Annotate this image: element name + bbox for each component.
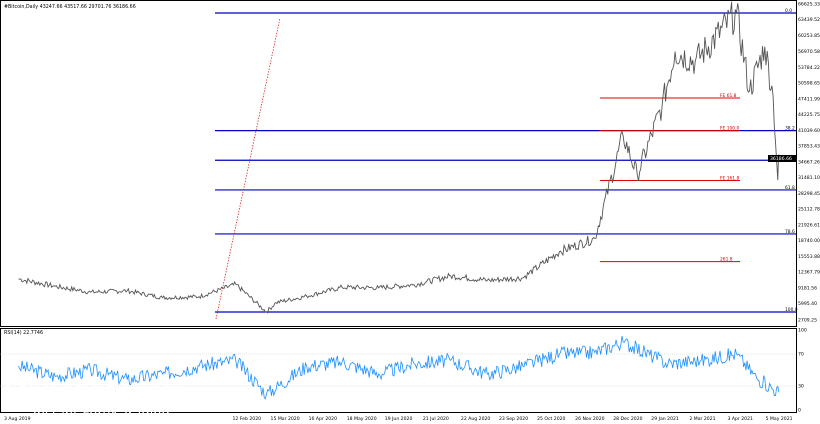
chart-header: #Bitcoin,Daily 43247.66 43517.66 29701.7… <box>4 4 136 10</box>
y-tick-label: 2709.25 <box>798 317 817 323</box>
y-tick-label: 50598.65 <box>798 81 820 87</box>
instaforex-logo-icon <box>4 380 28 404</box>
fib-extension-label: FE 100.0 <box>720 126 739 132</box>
x-tick-label: 25 Oct 2020 <box>537 416 565 422</box>
y-tick-label: 15553.88 <box>798 254 820 260</box>
x-tick-label: 29 Jan 2021 <box>651 416 679 422</box>
dotted-trend-line <box>215 17 281 320</box>
x-tick-label: 16 Apr 2020 <box>309 416 337 422</box>
y-tick-label: 31481.10 <box>798 175 820 181</box>
x-tick-label: 19 Jun 2020 <box>385 416 413 422</box>
y-tick-label: 41039.60 <box>798 128 820 134</box>
x-tick-label: 18 May 2020 <box>347 416 377 422</box>
y-tick-label: 63439.52 <box>798 17 820 23</box>
main-y-axis: 66625.33 63439.52 60253.85 56970.58 53784.22… <box>798 1 820 323</box>
y-tick-label: 37853.43 <box>798 144 820 150</box>
fib-level-label: 78.6 <box>785 229 795 235</box>
y-tick-label: 5995.40 <box>798 301 817 307</box>
x-tick-label: 3 Apr 2021 <box>727 416 753 422</box>
rsi-frame <box>0 328 797 413</box>
rsi-series-line <box>18 335 780 400</box>
rsi-y-axis: 100 70 30 0 <box>0 328 807 414</box>
y-tick-label: 28298.45 <box>798 191 820 197</box>
x-tick-label: 2 Mar 2021 <box>689 416 715 422</box>
x-tick-label: 12 Feb 2020 <box>232 416 261 422</box>
last-price-marker <box>768 155 796 162</box>
fib-level-label: 100.0 <box>785 307 798 313</box>
rsi-tick-label: 0 <box>798 408 801 414</box>
y-tick-label: 53784.22 <box>798 65 820 71</box>
price-series-line <box>18 1 780 314</box>
y-tick-label: 66625.33 <box>798 1 820 7</box>
x-tick-label: 21 Jul 2020 <box>423 416 449 422</box>
x-tick-label: 22 Aug 2020 <box>461 416 491 422</box>
main-chart-frame <box>0 0 797 327</box>
y-tick-label: 56970.58 <box>798 49 820 55</box>
y-tick-label: 21926.61 <box>798 222 820 228</box>
x-tick-label: 28 Dec 2020 <box>613 416 642 422</box>
y-tick-label: 44225.75 <box>798 112 820 118</box>
y-tick-label: 34667.26 <box>798 159 820 165</box>
rsi-tick-label: 70 <box>798 352 804 358</box>
watermark-brand: instaforex <box>32 377 182 407</box>
fib-extension-label: 261.8 <box>720 257 733 263</box>
x-tick-label: 23 Sep 2020 <box>499 416 528 422</box>
rsi-tick-label: 30 <box>798 384 804 390</box>
fib-extension-label: FE 161.8 <box>720 176 739 182</box>
rsi-title: RSI(14) 22.7746 <box>4 330 43 336</box>
y-tick-label: 18740.00 <box>798 238 820 244</box>
fib-level-label: 0.0 <box>785 8 792 14</box>
y-tick-label: 25112.78 <box>798 207 820 213</box>
fibonacci-extensions: FE 61.8 FE 100.0 FE 161.8 261.8 <box>600 93 740 263</box>
x-tick-label: 26 Nov 2020 <box>575 416 604 422</box>
fib-level-label: 61.8 <box>785 185 795 191</box>
y-tick-label: 9181.56 <box>798 285 817 291</box>
instaforex-watermark: instaforex Instant Forex Trading <box>4 377 182 422</box>
x-tick-label: 15 Mar 2020 <box>271 416 300 422</box>
y-tick-label: 47411.99 <box>798 96 820 102</box>
fib-extension-label: FE 61.8 <box>720 93 737 99</box>
y-tick-label: 12367.79 <box>798 270 820 276</box>
watermark-tagline: Instant Forex Trading <box>33 407 170 422</box>
y-tick-label: 60253.85 <box>798 33 820 39</box>
last-price-label: 36186.66 <box>770 156 792 162</box>
fib-level-label: 38.2 <box>785 126 795 132</box>
x-axis: 3 Aug 2019 12 Feb 2020 15 Mar 2020 16 Apr 2… <box>4 416 793 422</box>
x-tick-label: 3 Aug 2019 <box>4 416 31 422</box>
rsi-tick-label: 100 <box>798 328 807 334</box>
x-tick-label: 5 May 2021 <box>766 416 793 422</box>
